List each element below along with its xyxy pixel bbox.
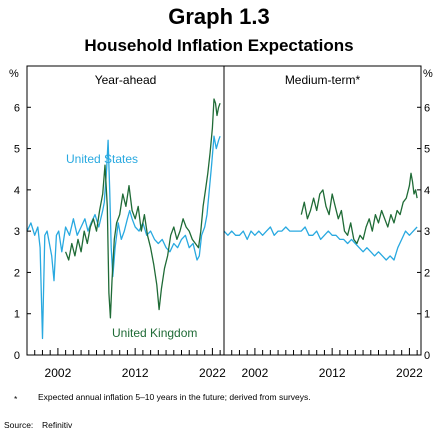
y-tick-label-left: 0	[14, 350, 20, 362]
annotation-united-kingdom: United Kingdom	[112, 326, 197, 340]
y-tick-label-left: 4	[14, 185, 20, 197]
y-tick-label-right: 1	[424, 309, 430, 321]
y-tick-label-right: 4	[424, 185, 430, 197]
panel-title-year-ahead: Year-ahead	[95, 73, 157, 87]
series-line-united-states	[223, 226, 418, 261]
left-unit-label: %	[9, 68, 19, 80]
y-tick-label-left: 1	[14, 309, 20, 321]
x-tick-label: 2022	[199, 366, 226, 380]
panel-title-medium-term: Medium-term*	[285, 73, 361, 87]
footnote-text: Expected annual inflation 5–10 years in …	[38, 392, 311, 402]
x-tick-label: 2012	[319, 366, 346, 380]
y-tick-label-left: 2	[14, 267, 20, 279]
source-label: Source:	[4, 420, 34, 430]
left-panel-frame	[26, 65, 225, 356]
right-unit-label: %	[423, 68, 433, 80]
y-tick-label-right: 0	[424, 350, 430, 362]
source-text: Refinitiv	[42, 420, 73, 430]
series-line-united-kingdom	[64, 98, 221, 319]
graph-subtitle: Household Inflation Expectations	[84, 36, 354, 55]
x-tick-label: 2002	[45, 366, 72, 380]
right-panel-frame	[223, 65, 422, 356]
y-tick-label-left: 6	[14, 102, 20, 114]
y-tick-label-right: 6	[424, 102, 430, 114]
x-tick-label: 2012	[122, 366, 149, 380]
y-tick-label-left: 3	[14, 226, 20, 238]
series-line-united-states	[26, 135, 221, 340]
y-tick-label-right: 3	[424, 226, 430, 238]
annotation-united-states: United States	[66, 152, 138, 166]
series-layer	[26, 98, 418, 340]
x-tick-label: 2022	[396, 366, 423, 380]
y-tick-label-left: 5	[14, 144, 20, 156]
y-tick-label-right: 2	[424, 267, 430, 279]
x-tick-label: 2002	[242, 366, 269, 380]
graph-title: Graph 1.3	[168, 4, 270, 29]
footnote-marker: *	[14, 394, 18, 404]
series-line-united-kingdom	[300, 172, 418, 245]
y-tick-label-right: 5	[424, 144, 430, 156]
